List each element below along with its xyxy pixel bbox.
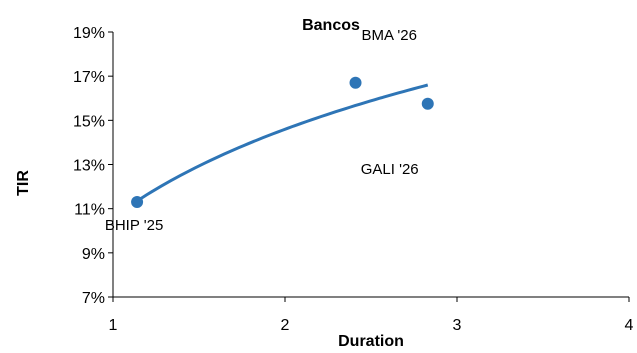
y-tick-label: 9% (82, 246, 105, 263)
x-tick-label: 1 (109, 317, 118, 334)
point-label: BMA '26 (362, 27, 417, 44)
y-tick-label: 15% (73, 113, 105, 130)
axes (108, 31, 630, 302)
y-tick-label: 7% (82, 290, 105, 307)
point-label: GALI '26 (361, 161, 419, 178)
chart-title: Bancos (302, 17, 360, 34)
point-labels: BHIP '25 BMA '26 GALI '26 (105, 27, 419, 234)
data-points (131, 76, 434, 209)
x-tick-label: 2 (281, 317, 290, 334)
x-tick-label: 3 (453, 317, 462, 334)
x-tick-labels: 1 2 3 4 (109, 317, 634, 334)
y-tick-label: 13% (73, 158, 105, 175)
point-label: BHIP '25 (105, 217, 163, 234)
y-tick-label: 11% (74, 202, 105, 219)
y-axis-label: TIR (15, 170, 32, 196)
y-tick-label: 19% (73, 25, 105, 42)
x-tick-label: 4 (625, 317, 634, 334)
x-axis-label: Duration (338, 333, 404, 350)
data-point (131, 196, 144, 209)
y-tick-labels: 7% 9% 11% 13% 15% 17% 19% (73, 25, 105, 307)
data-point (421, 97, 434, 110)
y-tick-label: 17% (73, 69, 105, 86)
trendline (136, 83, 429, 203)
data-point (349, 76, 362, 89)
